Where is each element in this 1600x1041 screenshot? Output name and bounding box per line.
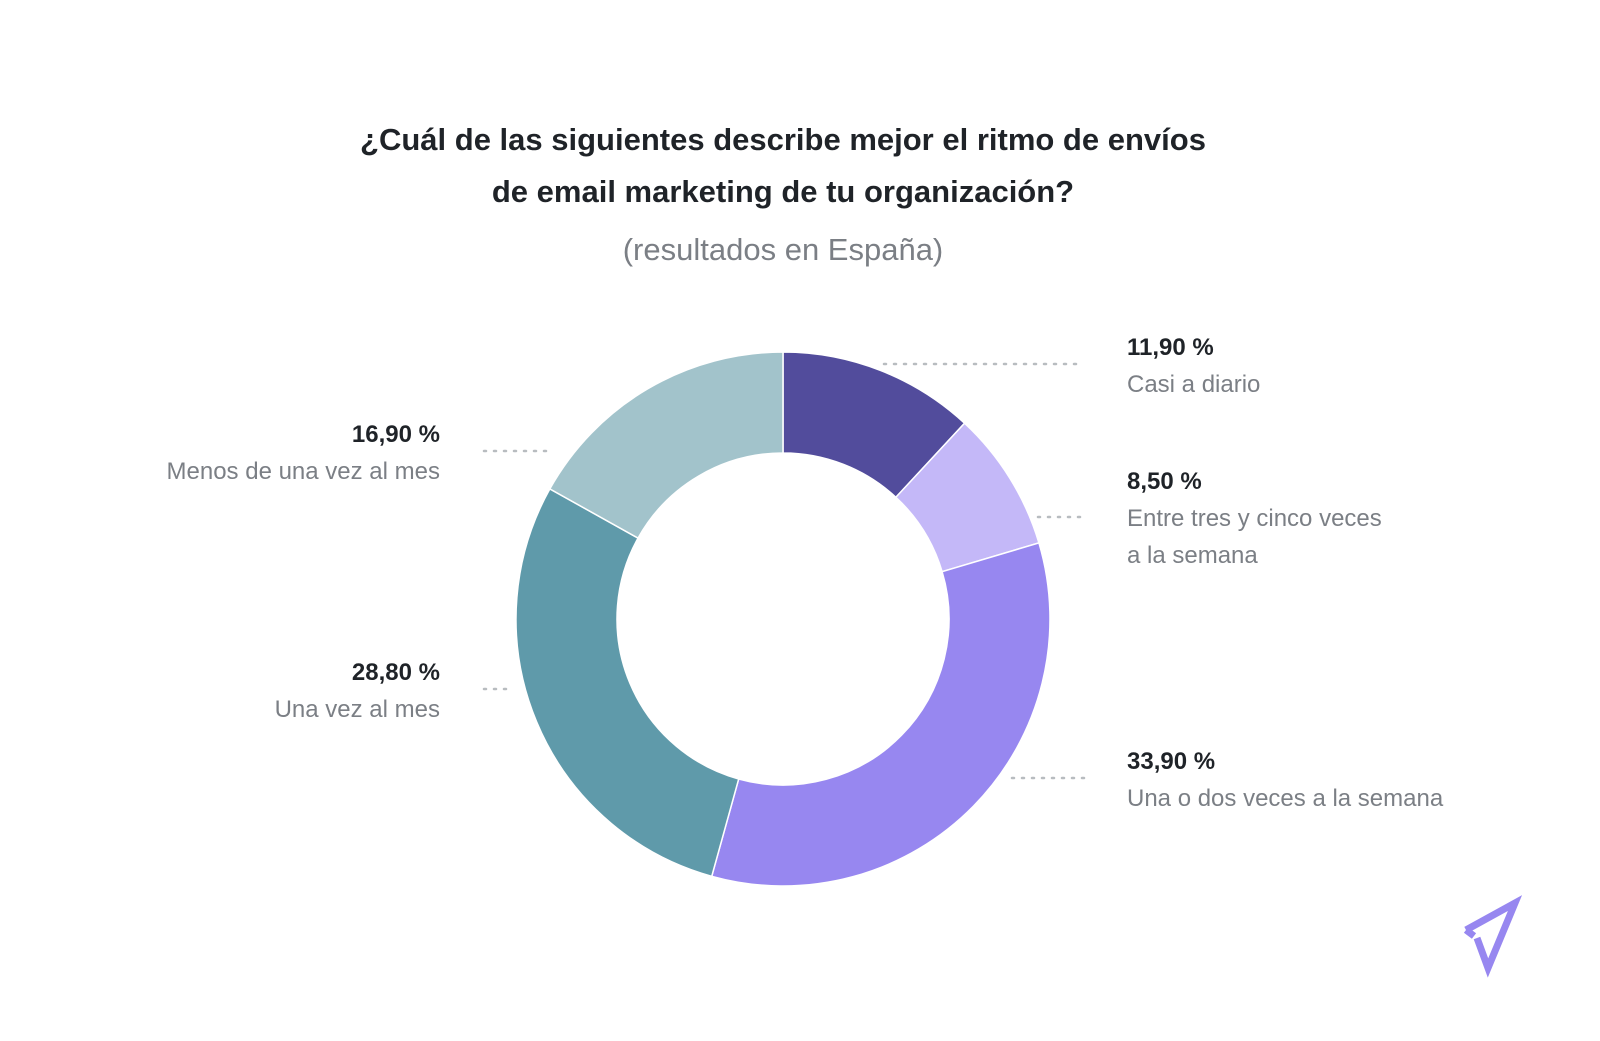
paper-plane-icon [1463, 895, 1523, 978]
chart-title: ¿Cuál de las siguientes describe mejor e… [0, 114, 1566, 218]
slice-label: 11,90 % Casi a diario [1127, 329, 1260, 403]
title-line-2: de email marketing de tu organización? [491, 174, 1075, 209]
slice-value-label: 8,50 % [1127, 468, 1202, 495]
slice-category-label: Entre tres y cinco veces [1127, 505, 1382, 532]
donut-slice [710, 541, 1051, 887]
slice-category-label: Menos de una vez al mes [166, 458, 440, 485]
slice-label: 8,50 % Entre tres y cinco veces a la seman… [1127, 463, 1382, 574]
slice-value-label: 33,90 % [1127, 748, 1216, 775]
slice-value-label: 28,80 % [351, 659, 440, 686]
slice-value-label: 16,90 % [351, 421, 440, 448]
slice-category-label: a la semana [1127, 542, 1258, 569]
slice-label: 28,80 % Una vez al mes [40, 654, 440, 728]
slice-category-label: Casi a diario [1127, 371, 1261, 398]
slice-value-label: 11,90 % [1127, 334, 1214, 361]
slice-category-label: Una o dos veces a la semana [1127, 785, 1444, 812]
slice-label: 33,90 % Una o dos veces a la semana [1127, 743, 1443, 817]
chart-subtitle: (resultados en España) [622, 232, 944, 267]
slice-category-label: Una vez al mes [274, 696, 440, 723]
donut-slice [548, 351, 784, 540]
title-line-1: ¿Cuál de las siguientes describe mejor e… [360, 122, 1206, 157]
donut-slice [515, 487, 740, 878]
slice-label: 16,90 % Menos de una vez al mes [40, 416, 440, 490]
